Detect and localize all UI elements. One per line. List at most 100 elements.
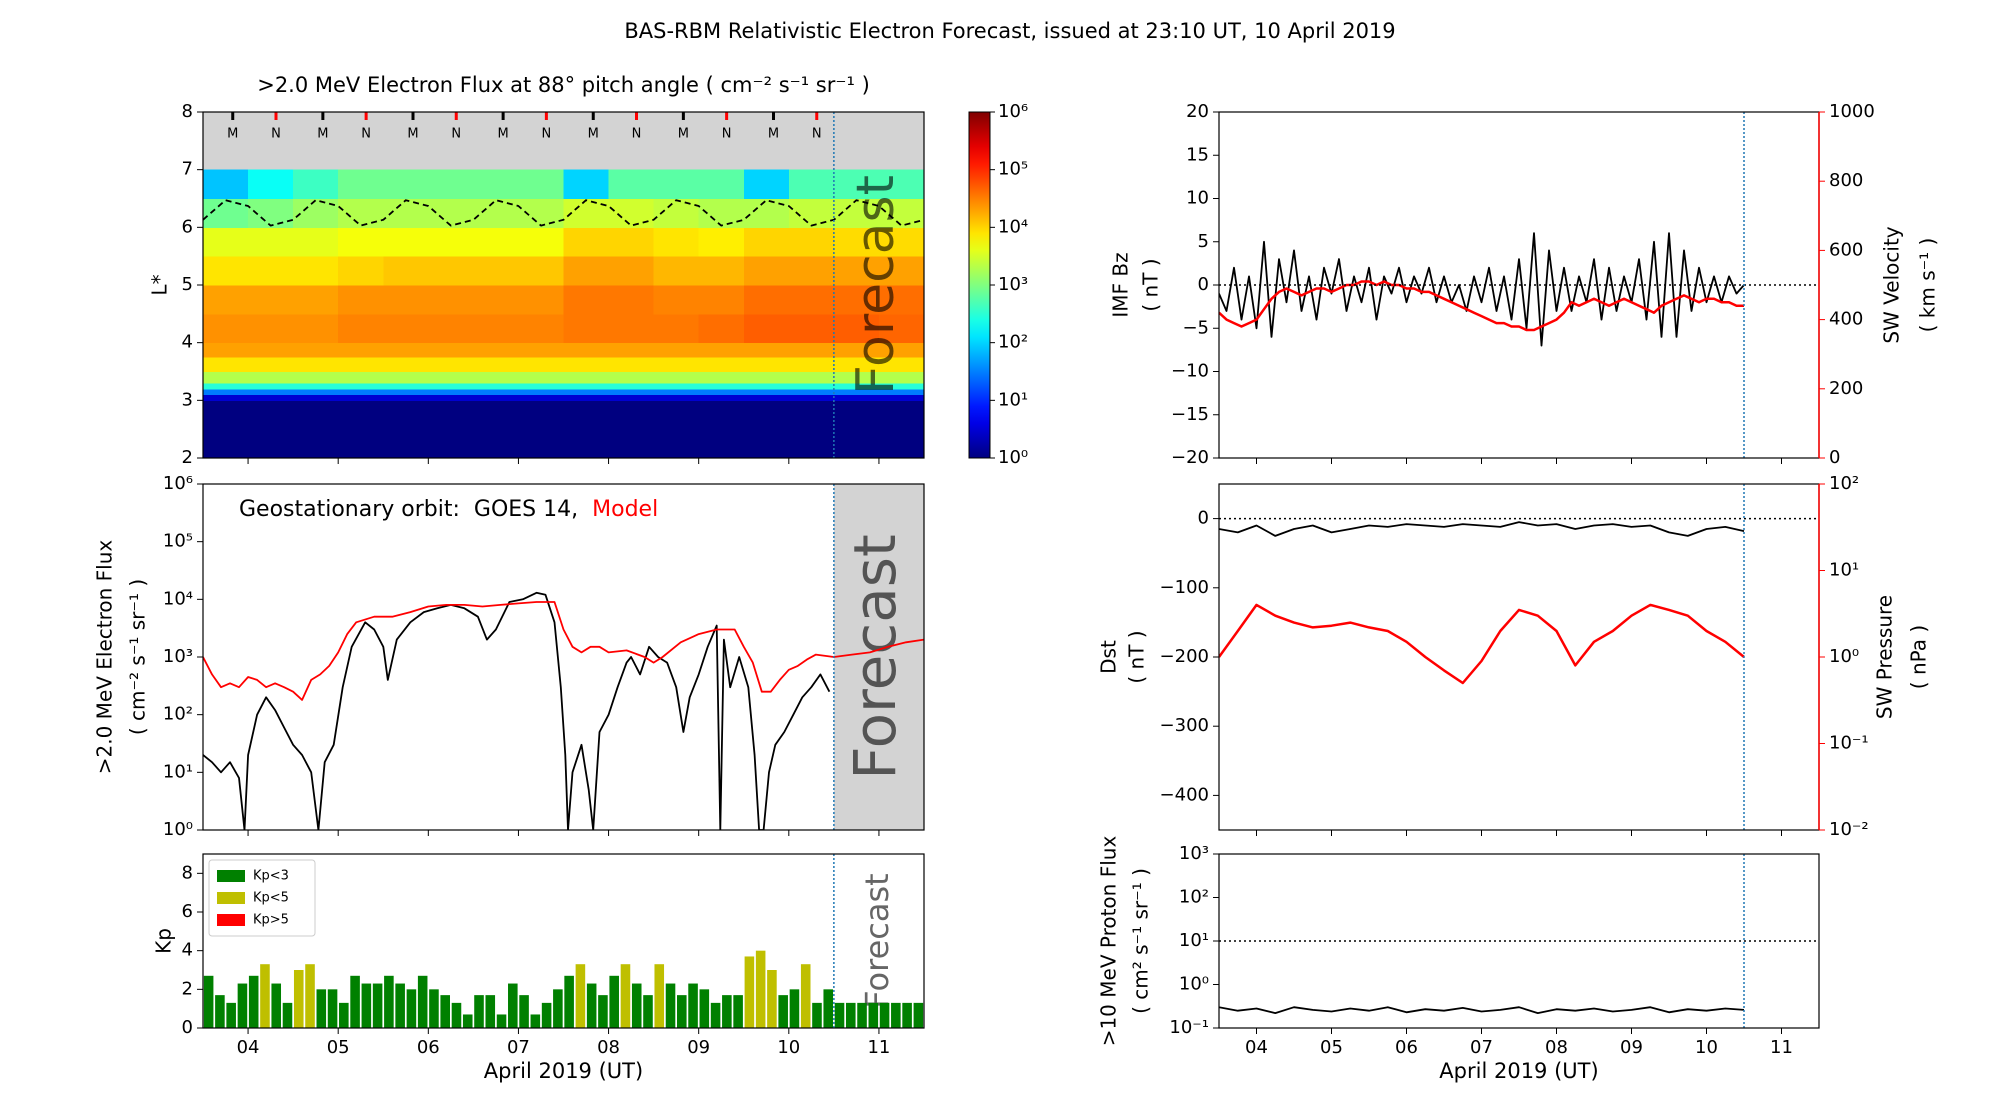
heatmap-cell [608,394,655,401]
heatmap-cell [293,256,339,286]
heatmap-cell [383,371,429,384]
heatmap-cell [338,394,384,401]
bar [868,1002,879,1028]
bar [598,995,608,1028]
heatmap-cell [698,227,745,257]
heatmap-cell [248,313,294,344]
heatmap-cell [473,357,519,372]
plot-area: Forecast [203,854,924,1028]
mlt-label: M [768,127,779,142]
heatmap-cell [878,357,924,372]
heatmap-cell [473,371,519,384]
colorbar-tick-label: 10² [998,332,1028,353]
heatmap-cell [653,357,700,372]
heatmap-cell [518,313,564,344]
heatmap-cell [518,227,564,257]
heatmap-cell [833,383,880,390]
heatmap-cell [878,285,924,315]
heatmap-cell [833,256,880,286]
heatmap-cell [698,357,745,372]
heatmap-cell [473,383,519,390]
bar [316,989,327,1028]
heatmap-cell [788,227,835,257]
heatmap-cell [428,371,474,384]
heatmap-cell [788,198,835,228]
bar [778,995,788,1028]
heatmap-cell [608,169,655,199]
heatmap-cell [383,313,429,344]
heatmap-cell [743,227,790,257]
heatmap-cell [653,400,700,458]
heatmap-cell [518,371,564,384]
y2-tick-label: 800 [1829,170,1863,191]
bar [203,975,214,1028]
heatmap-cell [248,227,294,257]
legend-swatch [217,914,245,926]
y-tick-label: 10⁶ [163,473,193,494]
y2-tick-label: 10⁻¹ [1829,733,1869,754]
heatmap-cell [473,256,519,286]
heatmap-cell [698,383,745,390]
heatmap-cell [878,342,924,358]
bar [834,1002,845,1028]
heatmap-cell [788,357,835,372]
heatmap-cell [608,285,655,315]
heatmap-cell [608,198,655,228]
heatmap-cell [338,285,384,315]
heatmap-cell [698,313,745,344]
heatmap-cell [293,342,339,358]
heatmap-cell [833,400,880,458]
heatmap-cell [743,371,790,384]
y-tick-label: 6 [182,216,193,237]
x-tick-label: 08 [1545,1037,1568,1058]
heatmap-cell [788,388,835,396]
legend-swatch [217,870,245,882]
heatmap-cell [878,371,924,384]
heatmap-cell [428,394,474,401]
bar [260,964,270,1028]
heatmap-cell [473,400,519,458]
bar [902,1002,912,1028]
heatmap-cell [473,342,519,358]
legend: Geostationary orbit: GOES 14, Model [239,497,658,522]
bar [305,964,315,1028]
heatmap-cell [563,256,610,286]
heatmap-cell [338,371,384,384]
y2-tick-label: 10⁻² [1829,819,1869,840]
heatmap-cell [608,256,655,286]
bar [800,964,811,1028]
y2-axis-label: SW Pressure [1873,595,1897,719]
plot-area [1219,112,1819,458]
heatmap-cell [383,169,429,199]
heatmap-cell [563,313,610,344]
mlt-label: M [227,127,238,142]
x-tick-label: 08 [597,1037,620,1058]
y-tick-label: 10⁰ [163,819,193,840]
bar [755,950,766,1028]
y2-axis-label: ( nPa ) [1907,625,1931,689]
heatmap-cell [203,285,249,315]
heatmap-cell [338,383,384,390]
heatmap-cell [743,285,790,315]
bar [879,1002,890,1028]
heatmap-cell [788,285,835,315]
heatmap-cell [788,400,835,458]
bar [553,989,563,1028]
heatmap-cell [473,169,519,199]
bar [226,1002,236,1028]
y-tick-label: 10⁵ [163,531,193,552]
y-axis-label: ( nT ) [1139,258,1163,311]
heatmap-cell [383,394,429,401]
heatmap-cell [293,371,339,384]
heatmap-cell [833,227,880,257]
heatmap-cell [338,227,384,257]
heatmap-cell [608,400,655,458]
heatmap-cell [203,169,249,199]
mlt-label: M [498,127,509,142]
y-axis-label: Dst [1097,640,1121,674]
x-tick-label: 07 [1470,1037,1493,1058]
heatmap-cell [338,169,384,199]
heatmap-cell [743,400,790,458]
forecast-region [833,484,924,830]
heatmap-cell [383,342,429,358]
